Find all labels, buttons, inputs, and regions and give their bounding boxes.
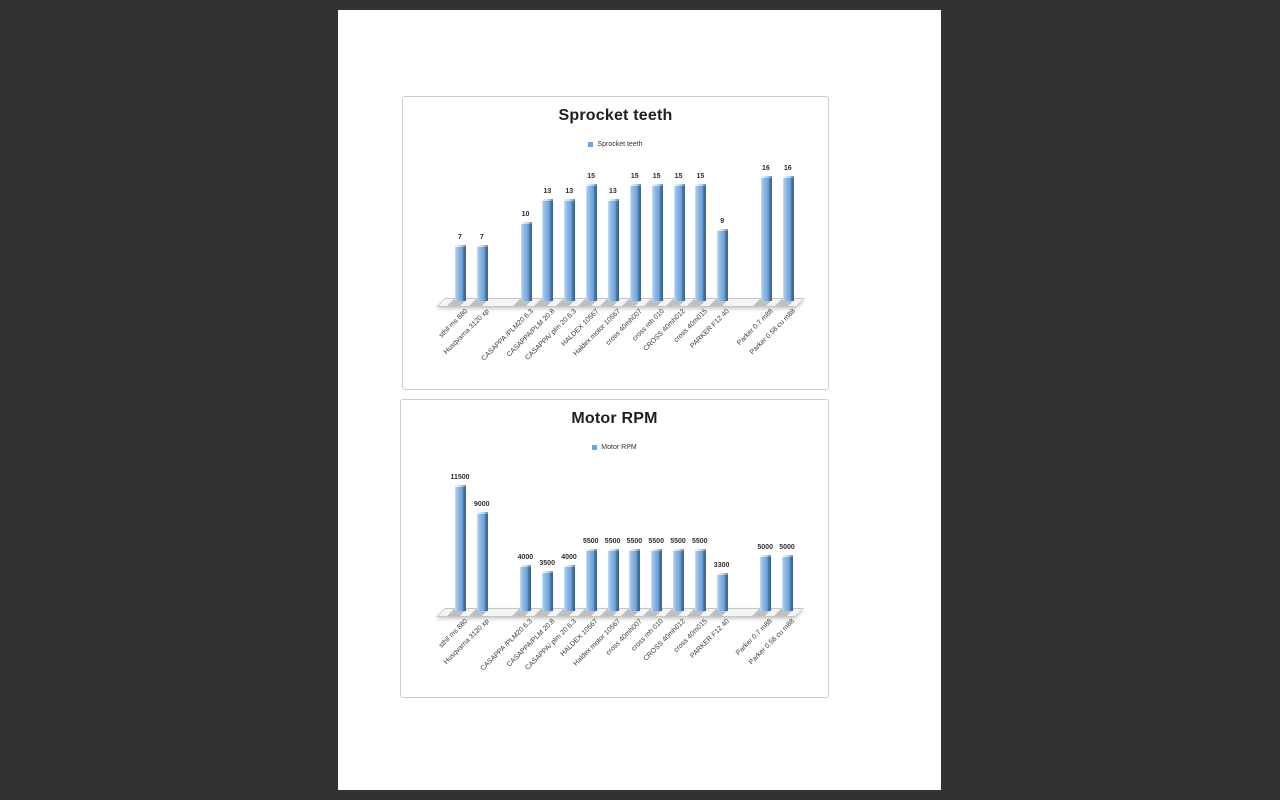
motor-rpm-chart: Motor RPM Motor RPM 11500 sthil ms 880 900… [400,399,829,698]
bar [476,512,488,611]
bar-value-label: 5500 [670,538,686,545]
plot-area: 11500 sthil ms 880 9000 Husqvarna 3120 xp 40… [401,400,828,697]
bar-value-label: 5500 [692,538,708,545]
bar [629,549,641,611]
category-label: Parker 0.7 m88 [735,618,775,657]
chart-title: Motor RPM [571,410,658,427]
category-label: PARKER F12 40 [688,618,731,660]
bar-value-label: 5000 [779,544,795,551]
bar [629,184,641,301]
category-label: PARKER F12 40 [689,308,732,350]
bar [760,176,772,301]
bar [651,549,663,611]
bar-value-label: 4000 [561,554,577,561]
bar-value-label: 13 [565,188,574,195]
bar-value-label: 7 [458,234,462,241]
bar [716,573,728,611]
bar [585,549,597,611]
legend-label: Motor RPM [601,444,637,451]
bar-value-label: 13 [543,188,552,195]
bar [673,184,685,301]
bar [586,184,598,301]
bar-value-label: 15 [630,173,639,180]
chart-title: Sprocket teeth [558,107,673,124]
chart-legend: Sprocket teeth [403,141,828,148]
bar-value-label: 3500 [539,560,555,567]
bar-value-label: 15 [652,173,661,180]
bar-value-label: 5500 [648,538,664,545]
legend-label: Sprocket teeth [597,141,643,148]
bar-value-label: 3300 [713,562,730,569]
bar [717,229,729,301]
bar-value-label: 10 [521,211,530,218]
bar-value-label: 5000 [757,544,773,551]
legend-swatch-icon [588,142,594,147]
bar [542,571,554,611]
chart-legend: Motor RPM [401,444,828,451]
category-label: Parker 0.58 cu m88 [747,618,796,667]
bar [520,222,532,301]
bar-value-label: 9 [720,218,725,225]
bar [564,199,576,301]
bar [782,176,794,301]
bar [607,549,619,611]
bar-value-label: 15 [674,173,683,180]
bar-value-label: 16 [761,165,770,172]
bar [607,199,619,301]
bar [782,555,793,611]
bar-value-label: 5500 [604,538,621,545]
bar [694,549,706,611]
bar [455,245,466,301]
bar-value-label: 4000 [517,554,534,561]
bar-value-label: 16 [783,165,792,172]
document-page: Sprocket teeth Sprocket teeth 7 sthil ms … [338,10,941,790]
bar [455,485,466,611]
bar [564,565,575,611]
plot-area: 7 sthil ms 880 7 Husqvarna 3120 xp 10 CASAPPA… [403,97,828,389]
bar-value-label: 7 [479,234,484,241]
bar-value-label: 13 [609,188,617,195]
bar [520,565,532,611]
bar [542,199,554,301]
bar-value-label: 11500 [450,474,470,481]
bar-value-label: 5500 [626,538,643,545]
bar [760,555,772,611]
bar-value-label: 15 [587,173,595,180]
bar-value-label: 15 [696,173,705,180]
bar [673,549,684,611]
bar [476,245,488,301]
legend-swatch-icon [592,445,598,450]
bar [651,184,663,301]
bar [695,184,707,301]
bar-value-label: 9000 [474,501,490,508]
bar-value-label: 5500 [583,538,599,545]
category-label: Parker 0.58 cu m88 [748,308,797,357]
sprocket-teeth-chart: Sprocket teeth Sprocket teeth 7 sthil ms … [402,96,829,390]
